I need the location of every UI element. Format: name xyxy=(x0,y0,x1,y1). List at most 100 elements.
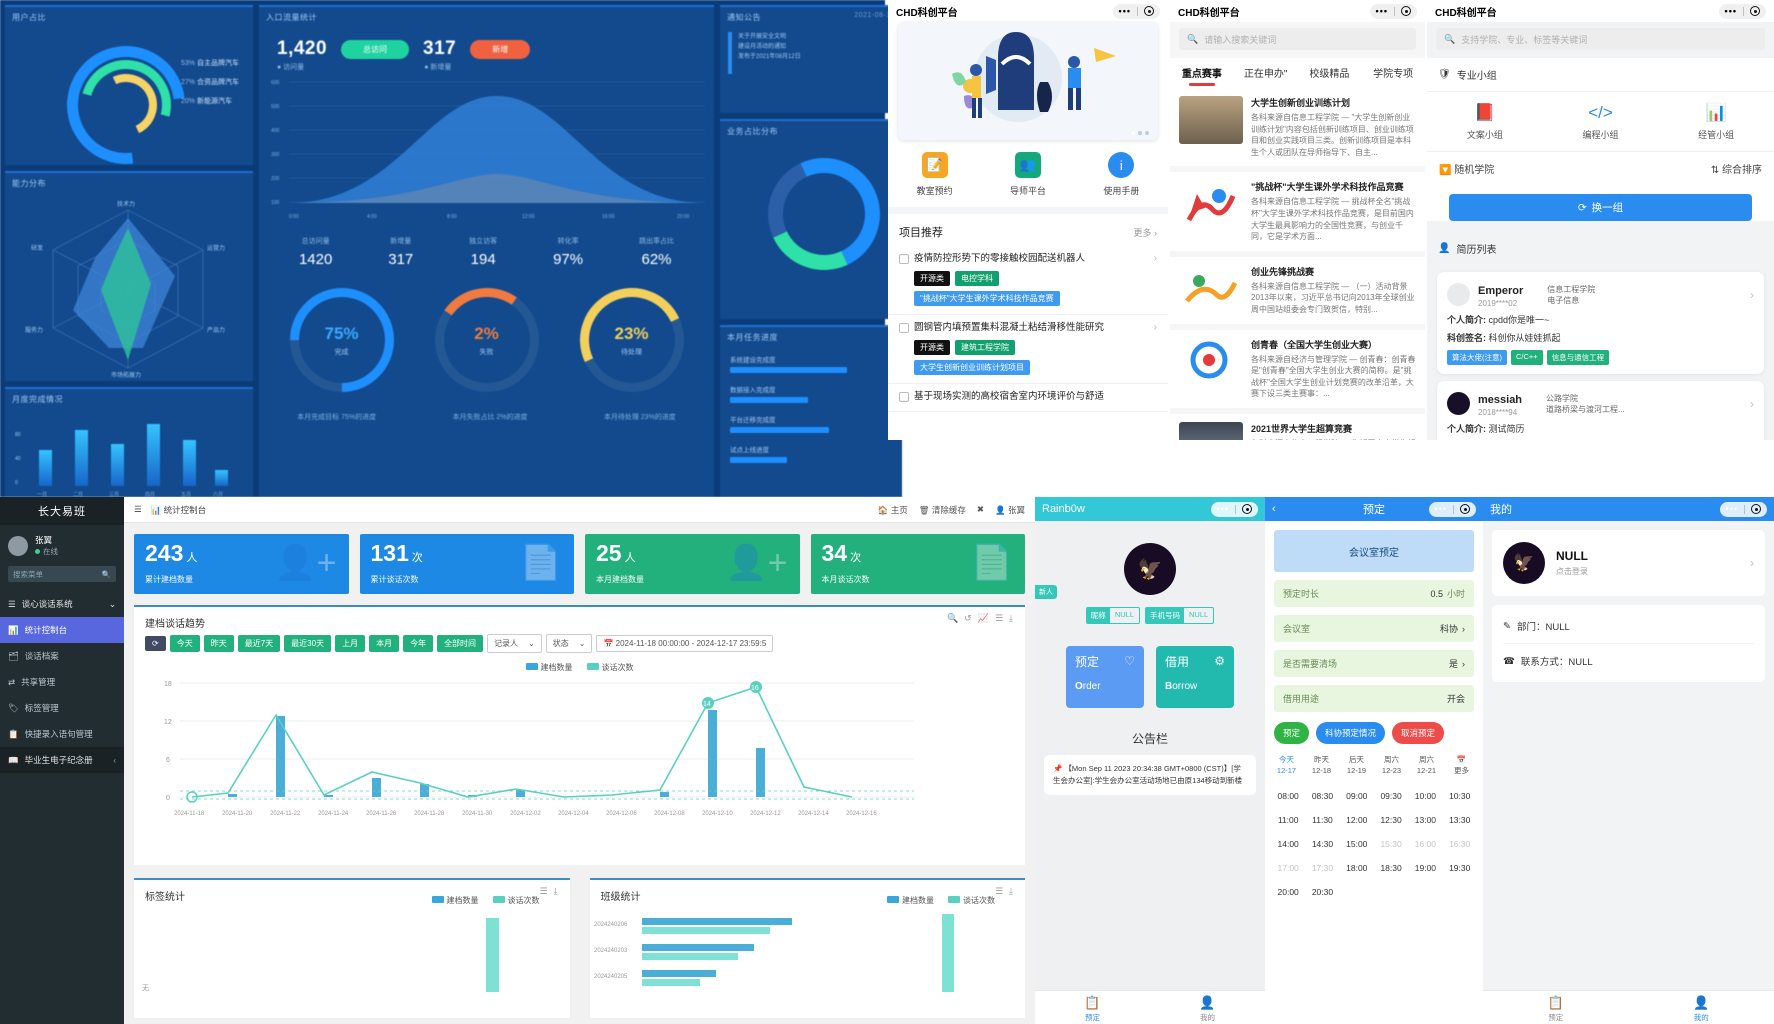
slot[interactable]: 08:30 xyxy=(1311,790,1334,801)
chevron-right-icon[interactable]: › xyxy=(1750,396,1754,411)
slot[interactable]: 20:00 xyxy=(1277,886,1299,897)
range-this-year[interactable]: 今年 xyxy=(403,635,434,652)
sidebar-item-share[interactable]: ⇄ 共享管理 xyxy=(8,676,56,688)
avatar[interactable]: 🦅 xyxy=(1124,543,1176,595)
user-block[interactable]: 张翼 在线 xyxy=(0,525,124,566)
chart-toolbox[interactable]: ☰ ⤓ xyxy=(995,886,1013,897)
wechat-capsule[interactable]: ••• xyxy=(1112,3,1160,19)
borrow-button[interactable]: 借用 ⚙ Borrow xyxy=(1156,646,1234,708)
quick-action-manual[interactable]: i 使用手册 xyxy=(1075,152,1168,197)
list-item[interactable]: 创业先锋挑战赛 各科来源自信息工程学院 — （一）活动背景 2013年以来，习近… xyxy=(1170,256,1425,324)
list-item[interactable]: 基于现场实测的高校宿舍室内环境评价与舒适 xyxy=(888,384,1168,413)
stat-card-month-archives[interactable]: 25 人 本月建档数量 👤+ xyxy=(585,534,800,594)
stat-card-month-talks[interactable]: 34 次 本月谈话次数 📄 xyxy=(810,534,1025,594)
list-item[interactable]: messiah 2018****94 公路学院 道路桥梁与渡河工程... › 个… xyxy=(1437,381,1764,440)
target-icon[interactable] xyxy=(1401,6,1411,16)
day-3[interactable]: 周六 12-23 xyxy=(1381,755,1402,776)
chevron-right-icon[interactable]: › xyxy=(1750,287,1754,302)
more-icon[interactable]: ••• xyxy=(1216,504,1229,514)
day-1[interactable]: 昨天 12-18 xyxy=(1311,755,1332,776)
stat-card-total-talks[interactable]: 131 次 累计谈话次数 📄 xyxy=(359,534,574,594)
target-icon[interactable] xyxy=(1460,504,1470,514)
list-item[interactable]: "挑战杯"大学生课外学术科技作品竞赛 各科来源自信息工程学院 — 挑战杯全名"挑… xyxy=(1170,172,1425,251)
sidebar-group-talk-system[interactable]: ☰ 谈心谈话系统 ⌄ xyxy=(8,598,116,610)
quick-action-classroom[interactable]: 📝 教室预约 xyxy=(888,152,981,197)
view-status-button[interactable]: 科协预定情况 xyxy=(1316,722,1386,744)
slot[interactable]: 10:00 xyxy=(1414,790,1437,801)
search-input[interactable]: 搜索菜单 🔍 xyxy=(8,566,116,582)
select-state[interactable]: 状态 ⌄ xyxy=(545,634,593,653)
filter-college[interactable]: 🔽 随机学院 xyxy=(1439,165,1495,176)
projects-more-link[interactable]: 更多 › xyxy=(1133,227,1158,238)
group-icon-copywriting[interactable]: 📕 文案小组 xyxy=(1427,92,1543,151)
date-range-input[interactable]: 📅 2024-11-18 00:00:00 - 2024-12-17 23:59… xyxy=(596,635,774,652)
slot[interactable]: 09:30 xyxy=(1380,790,1402,801)
slot[interactable]: 11:30 xyxy=(1312,814,1333,825)
topbar-home[interactable]: 🏠 主页 xyxy=(877,504,908,515)
back-icon[interactable]: ‹ xyxy=(1272,503,1276,515)
tab-key-events[interactable]: 重点赛事 xyxy=(1170,58,1234,88)
confirm-booking-button[interactable]: 预定 xyxy=(1274,722,1310,744)
order-button[interactable]: 预定 ♡ Order xyxy=(1066,646,1144,708)
sidebar-item-archives[interactable]: 🗂 谈话档案 xyxy=(8,650,59,662)
tab-order[interactable]: 📋 预定 xyxy=(1035,991,1150,1024)
list-item[interactable]: 圆钢管内填预置集料混凝土粘结滑移性能研究 › 开源类 建筑工程学院 大学生创新创… xyxy=(888,315,1168,384)
tab-school-premium[interactable]: 校级精品 xyxy=(1309,69,1350,80)
hero-banner[interactable] xyxy=(898,22,1158,140)
tab-applying[interactable]: 正在申办" xyxy=(1243,69,1288,80)
range-30days[interactable]: 最近30天 xyxy=(284,635,332,652)
range-this-month[interactable]: 本月 xyxy=(369,635,400,652)
more-icon[interactable]: ••• xyxy=(1724,6,1737,16)
tab-order[interactable]: 📋 预定 xyxy=(1483,991,1629,1024)
list-item[interactable]: 2021世界大学生超算竞赛 各科来源自信息工程学院 — 为解国内大学生超算创作赛… xyxy=(1170,413,1425,440)
tab-mine[interactable]: 👤 我的 xyxy=(1629,991,1774,1024)
day-more[interactable]: 📅 更多 xyxy=(1444,754,1479,777)
tab-college-special[interactable]: 学院专项 xyxy=(1373,69,1414,80)
slot[interactable]: 10:30 xyxy=(1449,790,1471,801)
slot[interactable]: 13:30 xyxy=(1449,814,1471,825)
info-contact[interactable]: ☎ 联系方式：NULL xyxy=(1503,643,1754,678)
target-icon[interactable] xyxy=(1144,6,1154,16)
field-duration[interactable]: 预定时长 0.5 小时 xyxy=(1274,580,1474,607)
slot[interactable]: 19:00 xyxy=(1414,862,1437,873)
refresh-button[interactable]: ⟳ xyxy=(145,636,166,651)
chart-toolbox[interactable]: ☰ ⤓ xyxy=(539,886,557,897)
field-clear-room[interactable]: 是否需要清场 是 › xyxy=(1274,650,1474,677)
wechat-capsule[interactable]: ••• xyxy=(1210,501,1258,517)
close-icon[interactable]: ✖ xyxy=(976,504,985,514)
wechat-capsule[interactable]: ••• xyxy=(1369,3,1417,19)
day-0[interactable]: 今天 12-17 xyxy=(1276,755,1297,776)
stat-card-total-archives[interactable]: 243 人 累计建档数量 👤+ xyxy=(134,534,349,594)
slot[interactable]: 11:00 xyxy=(1277,814,1299,825)
topbar-user[interactable]: 👤 张翼 xyxy=(995,504,1025,515)
day-4[interactable]: 周六 12-21 xyxy=(1416,755,1437,776)
info-department[interactable]: ✎ 部门：NULL xyxy=(1503,620,1570,634)
slot[interactable]: 18:30 xyxy=(1380,862,1402,873)
search-bar[interactable]: 🔍 支持学院、专业、标签等关键词 xyxy=(1436,28,1765,50)
slot[interactable]: 14:30 xyxy=(1311,838,1334,849)
more-icon[interactable]: ••• xyxy=(1434,504,1447,514)
wechat-capsule[interactable]: ••• xyxy=(1428,501,1476,517)
chevron-right-icon[interactable]: › xyxy=(1750,556,1754,570)
group-icon-management[interactable]: 📊 经管小组 xyxy=(1658,92,1774,151)
filter-sort[interactable]: ⇅ 综合排序 xyxy=(1710,165,1762,176)
refresh-group-button[interactable]: ⟳ 换一组 xyxy=(1449,194,1752,221)
search-bar[interactable]: 🔍 请输入搜索关键词 xyxy=(1179,28,1416,50)
target-icon[interactable] xyxy=(1751,504,1761,514)
select-recorder[interactable]: 记录人 ⌄ xyxy=(487,634,542,653)
list-item[interactable]: Emperor 2019****02 信息工程学院 电子信息 › 个人简介: c… xyxy=(1437,272,1764,374)
range-7days[interactable]: 最近7天 xyxy=(237,635,281,652)
slot[interactable]: 14:00 xyxy=(1277,838,1299,849)
cancel-booking-button[interactable]: 取消预定 xyxy=(1392,722,1445,744)
sidebar-item-quick-phrases[interactable]: 📋 快捷录入语句管理 xyxy=(8,728,93,740)
day-2[interactable]: 后天 12-19 xyxy=(1346,755,1367,776)
more-icon[interactable]: ••• xyxy=(1725,504,1738,514)
range-yesterday[interactable]: 昨天 xyxy=(203,635,234,652)
quick-action-mentor[interactable]: 👥 导师平台 xyxy=(981,152,1074,197)
target-icon[interactable] xyxy=(1242,504,1252,514)
more-icon[interactable]: ••• xyxy=(1375,6,1388,16)
list-item[interactable]: 疫情防控形势下的零接触校园配送机器人 › 开源类 电控学科 "挑战杯"大学生课外… xyxy=(888,246,1168,315)
field-purpose[interactable]: 借用用途 开会 xyxy=(1274,685,1474,712)
range-last-month[interactable]: 上月 xyxy=(335,635,366,652)
sidebar-item-dashboard[interactable]: 📊 统计控制台 xyxy=(0,617,124,643)
